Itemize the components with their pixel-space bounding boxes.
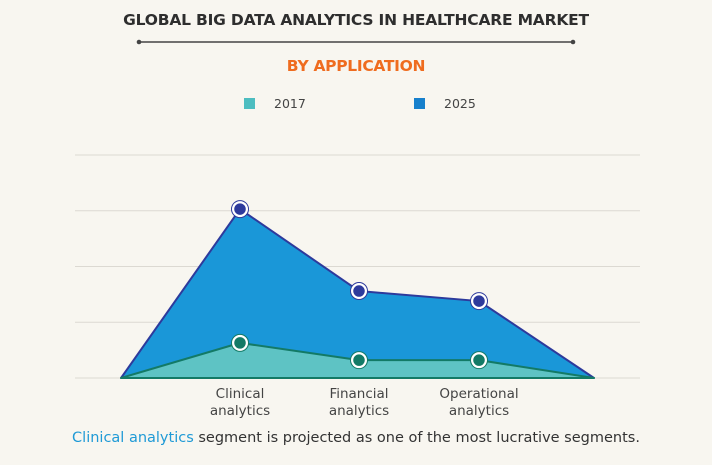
legend-item-2025: 2025 [414,96,476,111]
data-point-ring-2017-1 [350,351,368,370]
legend-item-2017: 2017 [244,96,306,111]
data-point-2025-2 [470,292,488,310]
data-point-ring-2017-2 [470,351,488,370]
data-point-2017-1 [350,351,368,369]
legend-label-2017: 2017 [274,96,306,111]
caption: Clinical analytics segment is projected … [0,430,712,446]
data-point-2025-0 [231,200,249,218]
x-tick-label-operational: Operational analytics [439,386,519,419]
caption-highlight: Clinical analytics [72,430,194,446]
data-point-ring-2025-0 [231,200,249,219]
data-point-2017-0 [231,334,249,352]
data-point-2017-2 [470,351,488,369]
legend-label-2025: 2025 [444,96,476,111]
chart-title: GLOBAL BIG DATA ANALYTICS IN HEALTHCARE … [123,11,589,29]
legend-swatch-2025 [414,98,425,109]
chart-subtitle: BY APPLICATION [286,57,426,75]
caption-text: segment is projected as one of the most … [193,430,640,446]
data-point-2025-1 [350,282,368,300]
legend-swatch-2017 [244,98,255,109]
x-tick-label-financial: Financial analytics [328,386,390,419]
data-point-ring-2025-2 [470,292,488,311]
data-point-ring-2025-1 [350,282,368,301]
data-point-ring-2017-0 [231,333,249,352]
x-tick-label-clinical: Clinical analytics [209,386,271,419]
